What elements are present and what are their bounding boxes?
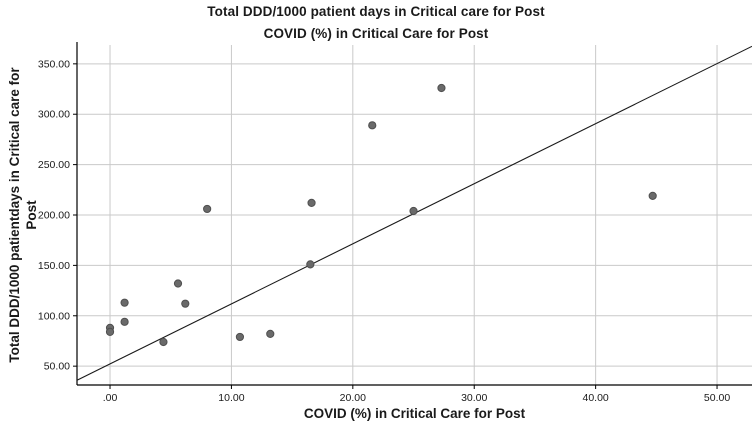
y-tick-label: 350.00 — [38, 58, 70, 70]
data-point — [437, 83, 446, 93]
data-point — [368, 121, 377, 130]
x-tick-label: 10.00 — [218, 392, 244, 404]
data-point — [173, 279, 183, 288]
data-point — [159, 337, 168, 347]
data-point — [266, 329, 275, 339]
data-point — [648, 191, 657, 200]
data-point — [181, 299, 190, 308]
y-axis-label-line-1: Total DDD/1000 patientdays in Critical c… — [7, 67, 22, 363]
y-tick-label: 200.00 — [38, 210, 70, 222]
y-tick-label: 50.00 — [44, 361, 70, 373]
y-tick-label: 300.00 — [38, 109, 70, 121]
chart-title-line-1: Total DDD/1000 patient days in Critical … — [207, 4, 545, 19]
data-point — [120, 317, 129, 326]
data-point — [203, 204, 212, 214]
data-point — [306, 260, 315, 269]
x-tick-label: .00 — [103, 392, 118, 404]
x-tick-label: 30.00 — [461, 392, 487, 404]
y-tick-label: 250.00 — [38, 159, 70, 171]
y-axis-label-line-2: Post — [24, 200, 39, 230]
x-tick-label: 50.00 — [704, 392, 730, 404]
y-tick-label: 100.00 — [38, 310, 70, 322]
data-point — [235, 332, 245, 342]
data-point — [409, 206, 418, 216]
y-tick-label: 150.00 — [38, 260, 70, 272]
data-point — [307, 198, 316, 208]
x-axis-label: COVID (%) in Critical Care for Post — [303, 406, 526, 421]
x-tick-label: 40.00 — [582, 392, 608, 404]
y-axis-label: Total DDD/1000 patientdays in Critical c… — [6, 30, 40, 400]
x-tick-label: 20.00 — [340, 392, 366, 404]
data-point — [120, 298, 129, 307]
chart-title-line-2: COVID (%) in Critical Care for Post — [263, 26, 489, 41]
data-point — [105, 327, 115, 336]
